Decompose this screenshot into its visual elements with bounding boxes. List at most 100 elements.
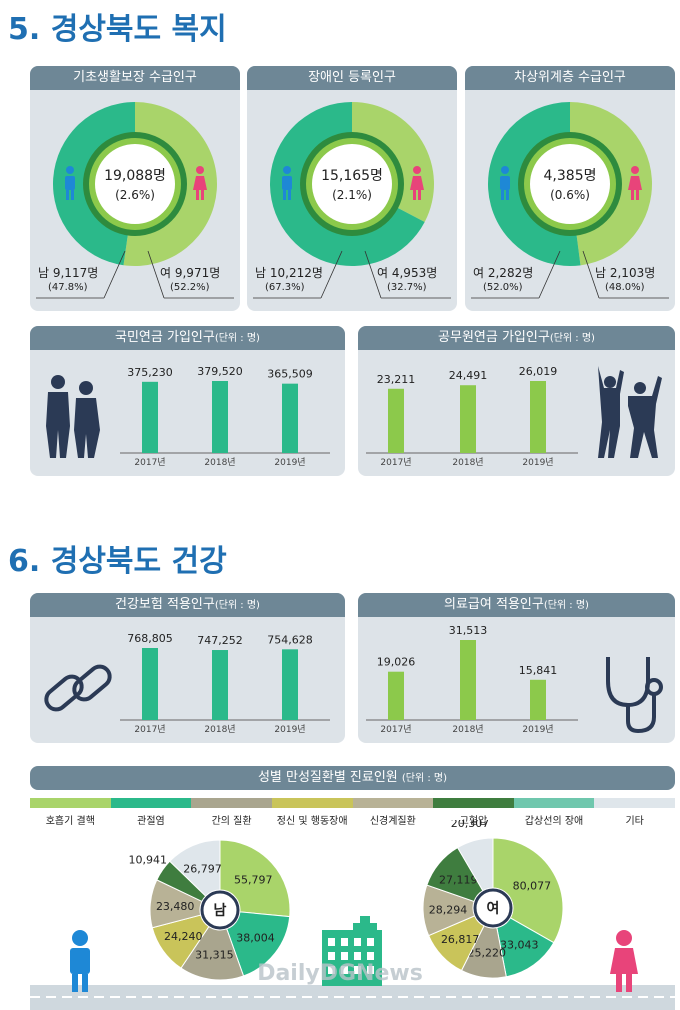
bar-value-label: 15,841 — [519, 664, 558, 677]
donut-total-pct: (0.6%) — [550, 188, 590, 202]
disease-value-label: 31,315 — [195, 949, 234, 962]
right-gender-label: 여 9,971명 — [160, 266, 221, 280]
bar-panel: 의료급여 적용인구(단위 : 명) 19,026 2017년 31,513 2018년 1… — [358, 593, 675, 743]
bar-panel-title: 건강보험 적용인구 — [115, 597, 215, 612]
donut-total-pct: (2.1%) — [332, 188, 372, 202]
disease-unit: (단위 : 명) — [401, 773, 448, 784]
welfare-panel: 기초생활보장 수급인구 19,088명 (2.6%) 남 9,117명 (47.8%) 여… — [30, 66, 240, 311]
bar-panel: 건강보험 적용인구(단위 : 명) 768,805 2017년 747,252 2018… — [30, 593, 345, 743]
bar-year-label: 2018년 — [452, 724, 483, 735]
disease-header: 성별 만성질환별 진료인원 (단위 : 명) — [30, 766, 675, 790]
legend-label: 신경계질환 — [369, 816, 416, 827]
bar-year-label: 2019년 — [522, 724, 553, 735]
bar — [212, 381, 228, 453]
bar — [460, 385, 476, 453]
left-gender-label: 남 10,212명 — [255, 266, 323, 280]
donut-hole — [95, 144, 175, 224]
donut-total: 15,165명 — [321, 168, 383, 184]
right-gender-pct: (32.7%) — [387, 282, 427, 293]
section6-title: 6. 경상북도 건강 — [8, 544, 227, 579]
legend-swatch — [30, 798, 111, 808]
right-gender-label: 여 4,953명 — [377, 266, 438, 280]
bar-year-label: 2018년 — [204, 457, 235, 468]
legend-label: 간의 질환 — [211, 816, 252, 827]
section5-title: 5. 경상북도 복지 — [8, 12, 227, 47]
legend-swatch — [594, 798, 675, 808]
donut-total-pct: (2.6%) — [115, 188, 155, 202]
pills-icon — [44, 664, 112, 712]
bar-year-label: 2019년 — [522, 457, 553, 468]
bar-year-label: 2017년 — [134, 724, 165, 735]
watermark: DailyDGNews — [257, 961, 423, 986]
bar — [142, 648, 158, 720]
disease-value-label: 10,941 — [129, 854, 168, 867]
bar-panel-header: 공무원연금 가입인구(단위 : 명) — [358, 326, 675, 350]
donut-total: 4,385명 — [544, 168, 597, 184]
disease-slice-0 — [492, 837, 564, 944]
bar-year-label: 2017년 — [380, 457, 411, 468]
welfare-panel-title: 기초생활보장 수급인구 — [30, 66, 240, 90]
bar-value-label: 31,513 — [449, 624, 488, 637]
male-figure-icon — [70, 930, 90, 992]
bar — [282, 383, 298, 453]
legend-swatch — [352, 798, 434, 808]
female-icon — [193, 166, 207, 200]
bar — [388, 671, 404, 720]
bar-panel-title: 의료급여 적용인구 — [444, 597, 544, 612]
bar-panel-unit: (단위 : 명) — [214, 600, 260, 611]
disease-slice-7 — [456, 837, 494, 892]
disease-value-label: 38,004 — [236, 932, 275, 945]
disease-value-label: 24,240 — [164, 930, 203, 943]
legend-label: 관절염 — [137, 816, 165, 827]
left-gender-label: 여 2,282명 — [473, 266, 534, 280]
disease-slice-0 — [219, 839, 291, 918]
disease-gender-label: 여 — [487, 900, 500, 917]
welfare-panel: 차상위계층 수급인구 4,385명 (0.6%) 여 2,282명 (52.0%) 남 2… — [465, 66, 675, 311]
male-icon — [65, 166, 75, 200]
bar-year-label: 2019년 — [274, 724, 305, 735]
right-gender-label: 남 2,103명 — [595, 266, 656, 280]
welfare-donut: 4,385명 (0.6%) — [487, 102, 652, 266]
disease-value-label: 28,294 — [429, 904, 468, 917]
female-icon — [628, 166, 642, 200]
bar-panel-title: 국민연금 가입인구 — [115, 330, 215, 345]
bar-panel: 공무원연금 가입인구(단위 : 명) 23,211 2017년 24,491 2018년… — [358, 326, 675, 476]
legend-label: 호흡기 결핵 — [45, 816, 95, 827]
bar-value-label: 26,019 — [519, 365, 558, 378]
bar-value-label: 379,520 — [197, 365, 243, 378]
left-gender-pct: (52.0%) — [483, 282, 523, 293]
stethoscope-icon — [606, 657, 663, 734]
legend-label: 갑상선의 장애 — [524, 816, 584, 827]
bar-panel-header: 의료급여 적용인구(단위 : 명) — [358, 593, 675, 617]
bar-value-label: 23,211 — [377, 373, 416, 386]
disease-title: 성별 만성질환별 진료인원 — [257, 770, 398, 785]
bar — [530, 679, 546, 720]
right-gender-pct: (52.2%) — [170, 282, 210, 293]
welfare-donut: 19,088명 (2.6%) — [53, 102, 218, 266]
bar-chart: 19,026 2017년 31,513 2018년 15,841 2019년 — [366, 624, 663, 735]
legend-swatch — [433, 798, 514, 808]
bar-panel-header: 국민연금 가입인구(단위 : 명) — [30, 326, 345, 350]
bar-panel-unit: (단위 : 명) — [214, 333, 260, 344]
bar-panel-header: 건강보험 적용인구(단위 : 명) — [30, 593, 345, 617]
disease-value-label: 27,119 — [439, 873, 478, 886]
bar-value-label: 747,252 — [197, 634, 243, 647]
left-gender-pct: (67.3%) — [265, 282, 305, 293]
legend-swatch — [191, 798, 272, 808]
disease-value-label: 25,220 — [468, 947, 507, 960]
bar-value-label: 768,805 — [127, 632, 173, 645]
bar — [212, 650, 228, 720]
bar — [142, 381, 158, 453]
bar-value-label: 375,230 — [127, 366, 173, 379]
bar-chart: 768,805 2017년 747,252 2018년 754,628 2019년 — [44, 632, 330, 735]
legend-label: 기타 — [625, 816, 644, 827]
disease-slice-1 — [226, 911, 291, 977]
male-icon — [500, 166, 510, 200]
right-gender-pct: (48.0%) — [605, 282, 645, 293]
welfare-panel-title: 장애인 등록인구 — [247, 66, 457, 90]
legend-swatch — [110, 798, 192, 808]
bar-value-label: 24,491 — [449, 369, 488, 382]
bar — [530, 381, 546, 453]
welfare-donut: 15,165명 (2.1%) — [270, 102, 434, 266]
